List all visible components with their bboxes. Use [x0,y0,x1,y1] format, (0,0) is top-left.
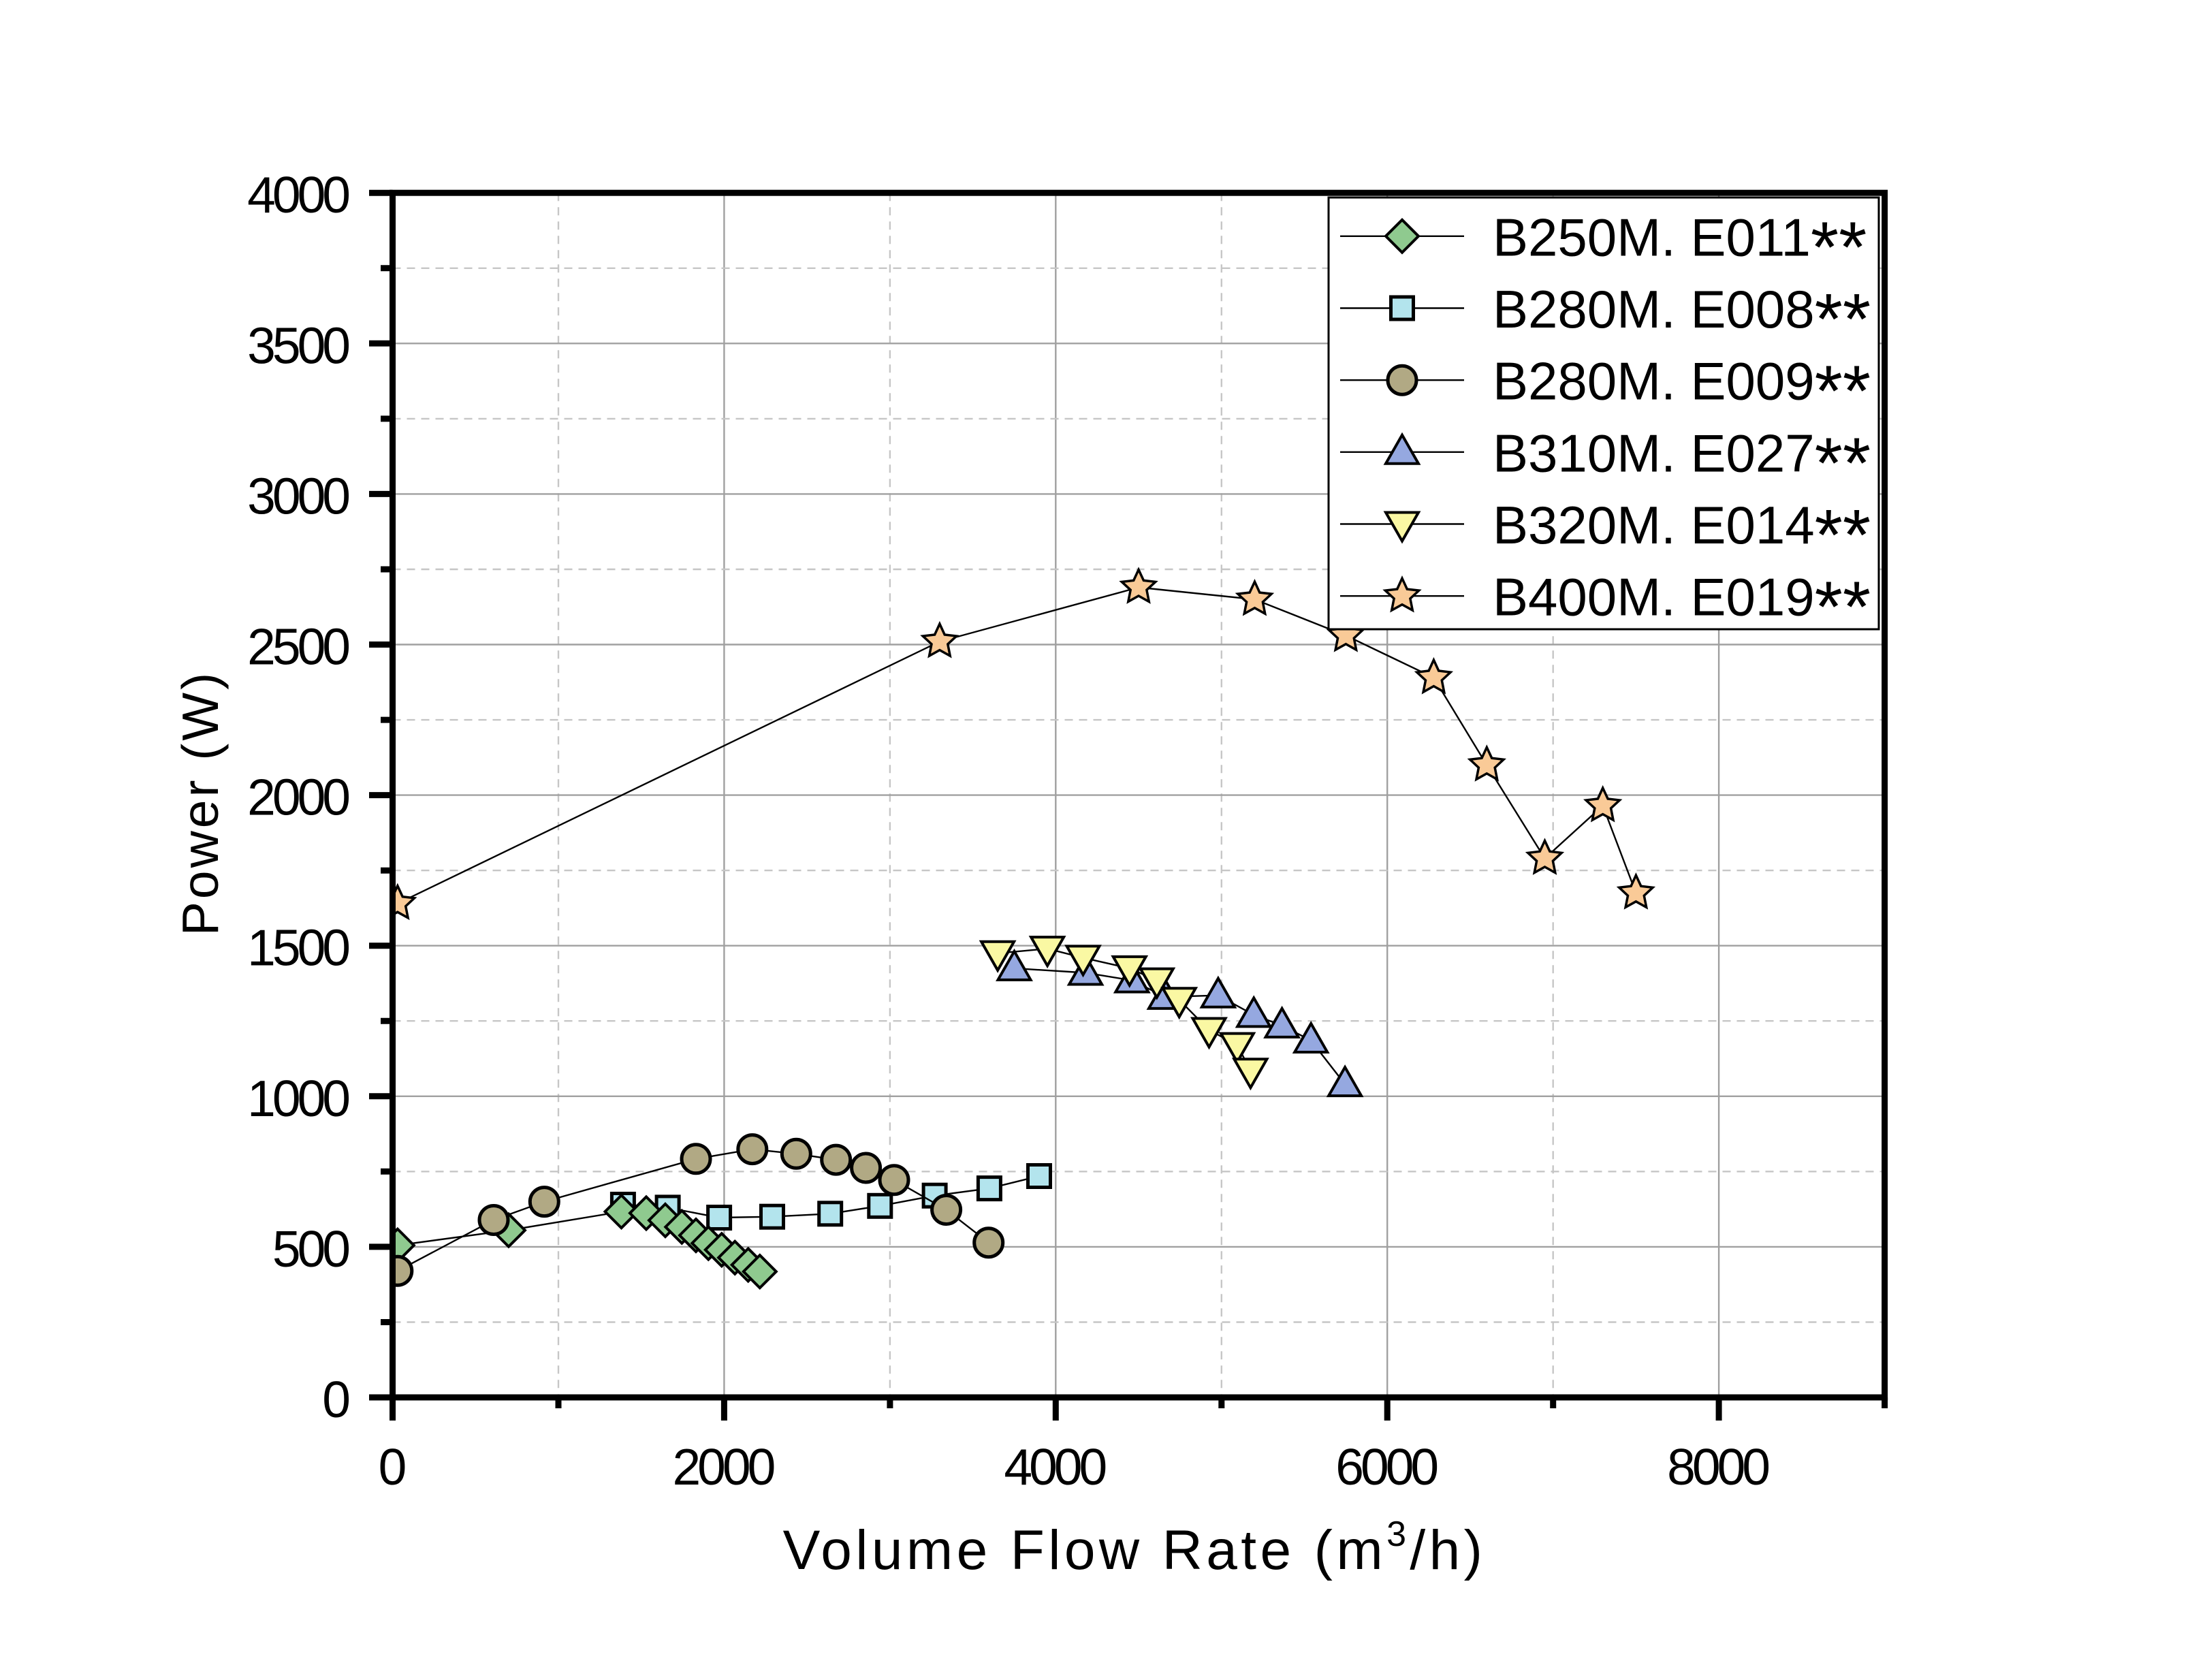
svg-text:1500: 1500 [247,919,349,977]
svg-text:0: 0 [322,1371,349,1428]
svg-text:1000: 1000 [247,1070,349,1127]
svg-text:Volume Flow Rate (m3/h): Volume Flow Rate (m3/h) [783,1515,1487,1581]
svg-text:0: 0 [379,1438,405,1495]
svg-text:3500: 3500 [247,317,349,374]
svg-text:500: 500 [272,1220,349,1278]
svg-text:2500: 2500 [247,618,349,676]
svg-text:4000: 4000 [1004,1438,1105,1495]
svg-text:4000: 4000 [247,166,349,223]
svg-text:2000: 2000 [247,769,349,826]
svg-text:Power (W): Power (W) [172,670,229,936]
svg-text:3000: 3000 [247,467,349,524]
svg-text:6000: 6000 [1335,1438,1437,1495]
svg-text:8000: 8000 [1667,1438,1768,1495]
svg-text:2000: 2000 [672,1438,774,1495]
